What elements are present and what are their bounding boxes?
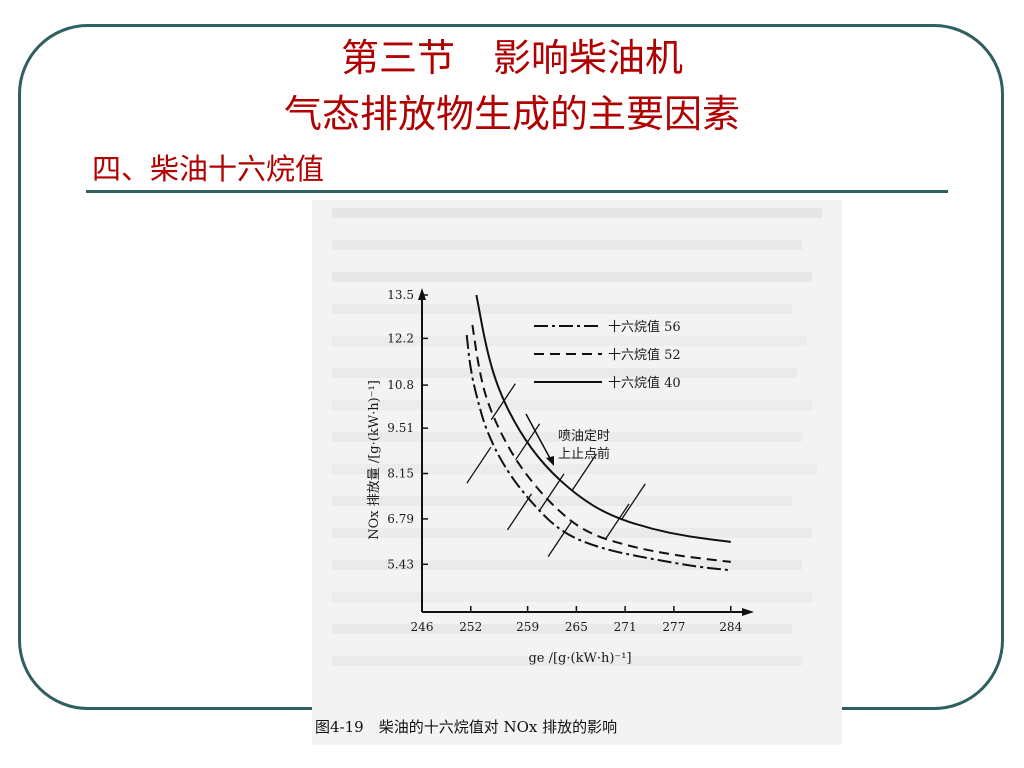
timing-marker	[571, 453, 598, 491]
timing-marker	[547, 520, 573, 557]
legend-label-52: 十六烷值 52	[608, 347, 681, 363]
x-tick-label: 259	[516, 620, 539, 634]
section-subtitle: 四、柴油十六烷值	[92, 152, 325, 186]
slide-title-line-1: 第三节 影响柴油机	[340, 36, 683, 80]
y-tick-label: 13.5	[387, 288, 414, 302]
legend-label-56: 十六烷值 56	[608, 319, 681, 335]
timing-marker	[466, 446, 492, 484]
x-tick-label: 284	[719, 620, 742, 634]
y-tick-label: 5.43	[387, 557, 414, 571]
annotation-line-1: 喷油定时	[558, 429, 610, 444]
series-line-3	[475, 294, 731, 543]
y-tick-label: 12.2	[387, 331, 414, 345]
scanned-figure: 13.5 12.2 10.8 9.51 8.15 6.79 5.43 246 252 259 26…	[312, 200, 842, 745]
timing-marker	[490, 383, 516, 421]
slide-title-line-2: 气态排放物生成的主要因素	[283, 92, 740, 136]
subtitle-underline	[86, 190, 948, 193]
series-line-2	[471, 324, 731, 563]
timing-marker	[539, 473, 565, 511]
y-tick-label: 8.15	[387, 467, 414, 481]
legend-label-40: 十六烷值 40	[608, 375, 681, 391]
y-axis-label: NOx 排放量 /[g·(kW·h)⁻¹]	[367, 380, 382, 540]
y-axis-arrow	[418, 288, 426, 300]
x-tick-label: 265	[565, 620, 588, 634]
x-tick-label: 252	[459, 620, 482, 634]
series-line-1	[465, 334, 731, 572]
timing-marker	[604, 503, 630, 541]
legend: 十六烷值 56 十六烷值 52 十六烷值 40	[534, 319, 681, 391]
x-tick-label: 246	[411, 620, 434, 634]
x-tick-label: 277	[662, 620, 685, 634]
timing-marker	[515, 423, 541, 461]
annotation-arrow-line	[525, 413, 553, 463]
annotation-arrowhead	[546, 456, 554, 466]
scan-bleed-through	[312, 200, 842, 745]
nox-cetane-chart: 13.5 12.2 10.8 9.51 8.15 6.79 5.43 246 252 259 26…	[312, 200, 842, 745]
x-axis-label: ge /[g·(kW·h)⁻¹]	[528, 651, 631, 666]
figure-caption: 图4-19 柴油的十六烷值对 NOx 排放的影响	[315, 718, 617, 736]
timing-marker	[506, 493, 533, 531]
y-tick-label: 6.79	[387, 512, 414, 526]
y-tick-label: 10.8	[387, 378, 414, 392]
timing-marker	[620, 483, 646, 521]
annotation-line-2: 上止点前	[558, 446, 610, 462]
y-tick-label: 9.51	[387, 421, 414, 435]
x-tick-label: 271	[614, 620, 637, 634]
x-axis-arrow	[742, 608, 754, 616]
